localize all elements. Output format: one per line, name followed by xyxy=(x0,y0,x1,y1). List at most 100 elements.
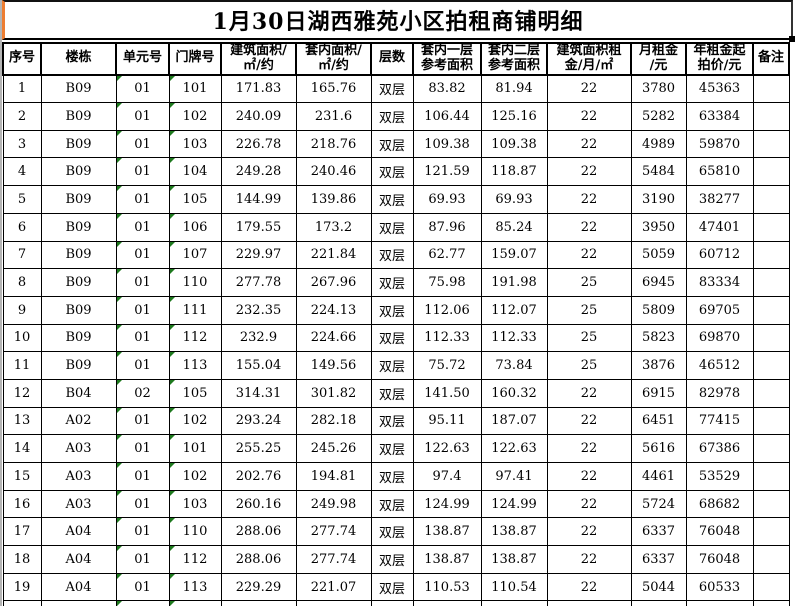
cell-cengshu[interactable]: 双层 xyxy=(370,240,414,270)
cell-beizhu[interactable] xyxy=(752,489,790,519)
cell-beizhu[interactable] xyxy=(752,351,790,380)
cell-jianzhumianji[interactable] xyxy=(220,600,297,606)
cell-danyuanhao[interactable]: 01 xyxy=(115,351,170,380)
cell-taoneimianji[interactable]: 282.18 xyxy=(295,406,372,436)
cell-cengshu[interactable]: 双层 xyxy=(370,462,414,491)
cell-taoneimianji[interactable]: 240.46 xyxy=(295,157,372,187)
cell-zujin[interactable]: 22 xyxy=(546,378,632,408)
cell-yuezujin[interactable]: 6337 xyxy=(630,517,687,547)
cell-yiceng[interactable]: 75.72 xyxy=(412,351,482,380)
cell-erceng[interactable]: 138.87 xyxy=(480,517,548,547)
cell-erceng[interactable] xyxy=(480,600,548,606)
cell-jianzhumianji[interactable]: 288.06 xyxy=(220,545,297,574)
cell-danyuanhao[interactable]: 01 xyxy=(115,102,170,131)
cell-xuhao[interactable]: 16 xyxy=(2,489,42,519)
cell-xuhao[interactable]: 11 xyxy=(2,351,42,380)
cell-yiceng[interactable]: 138.87 xyxy=(412,517,482,547)
cell-beizhu[interactable] xyxy=(752,406,790,436)
cell-nianzujin[interactable] xyxy=(685,600,754,606)
header-erceng[interactable]: 套内二层 参考面积 xyxy=(480,42,548,76)
cell-yiceng[interactable]: 112.33 xyxy=(412,323,482,353)
cell-xuhao[interactable]: 19 xyxy=(2,572,42,602)
cell-jianzhumianji[interactable]: 255.25 xyxy=(220,434,297,463)
cell-taoneimianji[interactable]: 224.66 xyxy=(295,323,372,353)
cell-loudong[interactable]: B09 xyxy=(40,185,117,214)
cell-nianzujin[interactable]: 82978 xyxy=(685,378,754,408)
cell-taoneimianji[interactable]: 277.74 xyxy=(295,545,372,574)
cell-cengshu[interactable]: 双层 xyxy=(370,378,414,408)
cell-jianzhumianji[interactable]: 249.28 xyxy=(220,157,297,187)
cell-loudong[interactable]: B09 xyxy=(40,295,117,325)
cell-yuezujin[interactable]: 5484 xyxy=(630,157,687,187)
cell-loudong[interactable]: B09 xyxy=(40,102,117,131)
cell-menpaihao[interactable]: 102 xyxy=(168,102,222,131)
cell-cengshu[interactable]: 双层 xyxy=(370,102,414,131)
cell-jianzhumianji[interactable]: 288.06 xyxy=(220,517,297,547)
cell-nianzujin[interactable]: 76048 xyxy=(685,545,754,574)
cell-yiceng[interactable]: 75.98 xyxy=(412,268,482,297)
cell-cengshu[interactable]: 双层 xyxy=(370,157,414,187)
cell-xuhao[interactable]: 10 xyxy=(2,323,42,353)
cell-xuhao[interactable]: 8 xyxy=(2,268,42,297)
cell-nianzujin[interactable]: 53529 xyxy=(685,462,754,491)
cell-zujin[interactable]: 22 xyxy=(546,157,632,187)
cell-yiceng[interactable]: 69.93 xyxy=(412,185,482,214)
cell-yuezujin[interactable] xyxy=(630,600,687,606)
cell-danyuanhao[interactable]: 01 xyxy=(115,129,170,159)
cell-loudong[interactable]: B09 xyxy=(40,157,117,187)
cell-beizhu[interactable] xyxy=(752,129,790,159)
cell-erceng[interactable]: 110.54 xyxy=(480,572,548,602)
cell-nianzujin[interactable]: 63384 xyxy=(685,102,754,131)
cell-jianzhumianji[interactable]: 293.24 xyxy=(220,406,297,436)
cell-xuhao[interactable]: 5 xyxy=(2,185,42,214)
cell-nianzujin[interactable]: 38277 xyxy=(685,185,754,214)
header-menpaihao[interactable]: 门牌号 xyxy=(168,42,222,76)
cell-menpaihao[interactable]: 106 xyxy=(168,212,222,242)
cell-xuhao[interactable]: 7 xyxy=(2,240,42,270)
cell-loudong[interactable]: B09 xyxy=(40,240,117,270)
cell-loudong[interactable]: A04 xyxy=(40,572,117,602)
cell-zujin[interactable]: 22 xyxy=(546,406,632,436)
cell-loudong[interactable]: B04 xyxy=(40,378,117,408)
cell-menpaihao[interactable]: 104 xyxy=(168,157,222,187)
cell-nianzujin[interactable]: 77415 xyxy=(685,406,754,436)
cell-erceng[interactable]: 112.07 xyxy=(480,295,548,325)
cell-jianzhumianji[interactable]: 202.76 xyxy=(220,462,297,491)
cell-menpaihao[interactable]: 105 xyxy=(168,185,222,214)
cell-yuezujin[interactable]: 6915 xyxy=(630,378,687,408)
cell-jianzhumianji[interactable]: 226.78 xyxy=(220,129,297,159)
header-xuhao[interactable]: 序号 xyxy=(2,42,42,76)
cell-erceng[interactable]: 109.38 xyxy=(480,129,548,159)
cell-yuezujin[interactable]: 4989 xyxy=(630,129,687,159)
cell-beizhu[interactable] xyxy=(752,102,790,131)
cell-menpaihao[interactable] xyxy=(168,600,222,606)
cell-danyuanhao[interactable]: 01 xyxy=(115,323,170,353)
cell-jianzhumianji[interactable]: 155.04 xyxy=(220,351,297,380)
cell-yiceng[interactable]: 138.87 xyxy=(412,545,482,574)
cell-zujin[interactable]: 25 xyxy=(546,295,632,325)
header-taoneimianji[interactable]: 套内面积/ ㎡/约 xyxy=(295,42,372,76)
cell-menpaihao[interactable]: 111 xyxy=(168,295,222,325)
title-cell[interactable]: 1月30日湖西雅苑小区拍租商铺明细 xyxy=(2,0,793,40)
cell-loudong[interactable] xyxy=(40,600,117,606)
cell-erceng[interactable]: 112.33 xyxy=(480,323,548,353)
cell-danyuanhao[interactable]: 01 xyxy=(115,572,170,602)
cell-erceng[interactable]: 187.07 xyxy=(480,406,548,436)
cell-cengshu[interactable]: 双层 xyxy=(370,185,414,214)
cell-zujin[interactable]: 22 xyxy=(546,489,632,519)
cell-nianzujin[interactable]: 60533 xyxy=(685,572,754,602)
cell-jianzhumianji[interactable]: 314.31 xyxy=(220,378,297,408)
cell-menpaihao[interactable]: 101 xyxy=(168,434,222,463)
cell-taoneimianji[interactable]: 194.81 xyxy=(295,462,372,491)
cell-jianzhumianji[interactable]: 229.97 xyxy=(220,240,297,270)
cell-yiceng[interactable]: 121.59 xyxy=(412,157,482,187)
cell-taoneimianji[interactable]: 249.98 xyxy=(295,489,372,519)
header-jianzhumianji[interactable]: 建筑面积/ ㎡/约 xyxy=(220,42,297,76)
cell-loudong[interactable]: B09 xyxy=(40,268,117,297)
cell-zujin[interactable]: 22 xyxy=(546,129,632,159)
cell-yuezujin[interactable]: 6945 xyxy=(630,268,687,297)
cell-xuhao[interactable]: 9 xyxy=(2,295,42,325)
cell-jianzhumianji[interactable]: 144.99 xyxy=(220,185,297,214)
cell-danyuanhao[interactable]: 01 xyxy=(115,268,170,297)
cell-yiceng[interactable]: 83.82 xyxy=(412,74,482,104)
